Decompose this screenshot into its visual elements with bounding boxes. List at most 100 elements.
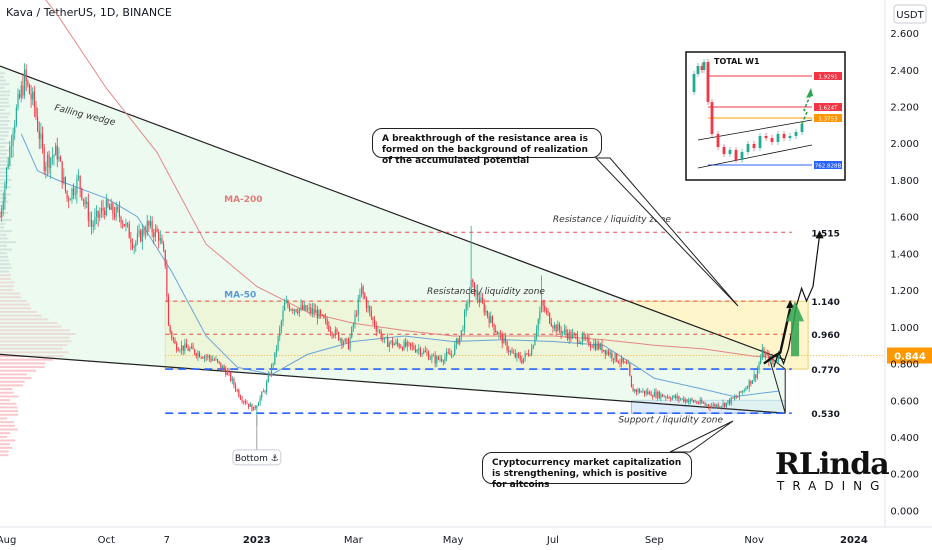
candle-down — [369, 306, 370, 311]
candle-down — [371, 311, 372, 318]
candle-down — [624, 362, 625, 363]
candle-up — [350, 338, 351, 350]
candle-down — [330, 331, 331, 332]
candle-up — [685, 400, 686, 402]
candle-down — [22, 86, 23, 96]
candle-up — [21, 86, 22, 98]
candle-up — [294, 309, 295, 311]
volume-profile-bar — [0, 377, 32, 379]
candle-down — [425, 351, 426, 352]
candle-down — [84, 201, 85, 204]
candle-down — [420, 349, 421, 355]
candle-down — [408, 342, 409, 343]
candle-up — [138, 231, 139, 234]
candle-up — [394, 344, 395, 345]
candle-down — [109, 206, 110, 209]
candle-down — [60, 157, 61, 161]
candle-down — [220, 363, 221, 368]
candle-up — [700, 400, 701, 403]
candle-up — [641, 392, 642, 393]
volume-profile-bar — [0, 373, 27, 375]
candle-up — [263, 391, 264, 392]
candle-up — [343, 342, 344, 344]
candle-up — [582, 335, 583, 342]
candle-up — [181, 345, 182, 350]
candle-down — [520, 356, 521, 360]
candle-up — [722, 403, 723, 406]
candle-down — [120, 217, 121, 223]
candle-up — [258, 403, 259, 406]
candle-up — [688, 401, 689, 402]
candle-up — [673, 396, 674, 398]
candle-up — [436, 357, 437, 364]
candle-down — [112, 203, 113, 213]
candle-down — [704, 403, 705, 404]
candle-up — [212, 360, 213, 361]
candle-down — [124, 224, 125, 226]
candle-up — [358, 299, 359, 315]
candle-up — [286, 302, 287, 303]
candle-up — [276, 349, 277, 352]
candle-up — [734, 397, 735, 398]
candle-down — [237, 390, 238, 391]
candle-down — [678, 396, 679, 399]
candle-down — [507, 341, 508, 350]
candle-up — [510, 351, 511, 352]
candle-up — [318, 311, 319, 319]
candle-down — [633, 387, 634, 391]
candle-down — [449, 353, 450, 355]
candle-down — [166, 266, 167, 296]
inset-candle — [735, 150, 738, 160]
candle-down — [44, 147, 45, 170]
candle-up — [134, 247, 135, 248]
candle-down — [484, 303, 485, 313]
candle-down — [379, 331, 380, 332]
time-tick-label: Mar — [344, 535, 364, 546]
candle-up — [439, 359, 440, 360]
candle-down — [88, 202, 89, 221]
candle-up — [453, 355, 454, 356]
volume-profile-bar — [0, 432, 10, 434]
candle-up — [309, 308, 310, 309]
candle-up — [8, 165, 9, 168]
candle-up — [539, 311, 540, 319]
volume-profile-bar — [0, 439, 15, 441]
inset-candle — [753, 144, 756, 148]
candle-up — [525, 353, 526, 358]
volume-profile-bar — [0, 392, 13, 394]
inset-candle — [741, 152, 744, 160]
inset-candle — [801, 124, 804, 132]
candle-up — [351, 327, 352, 337]
candle-down — [171, 332, 172, 338]
candle-down — [651, 392, 652, 396]
rlinda-logo: RLinda TRADING — [775, 447, 885, 497]
candle-up — [462, 329, 463, 330]
candle-down — [508, 350, 509, 351]
candle-up — [503, 338, 504, 344]
candle-down — [153, 232, 154, 237]
candle-down — [130, 238, 131, 243]
candle-down — [42, 134, 43, 148]
candle-up — [99, 213, 100, 217]
candle-up — [353, 324, 354, 327]
price-tick-label: 1.000 — [890, 323, 919, 334]
candle-down — [489, 316, 490, 323]
candle-up — [637, 389, 638, 392]
candle-up — [600, 344, 601, 349]
candle-down — [708, 404, 709, 406]
candle-down — [479, 298, 480, 302]
candle-up — [155, 229, 156, 237]
volume-profile-bar — [0, 366, 45, 368]
candle-up — [706, 404, 707, 405]
candle-down — [623, 358, 624, 362]
candle-up — [454, 345, 455, 355]
inset-candle — [697, 66, 700, 74]
candle-up — [580, 342, 581, 343]
candle-down — [104, 211, 105, 215]
candle-down — [168, 297, 169, 326]
price-tick-label: 1.400 — [890, 249, 919, 260]
candle-up — [150, 221, 151, 226]
candle-down — [206, 357, 207, 358]
candle-up — [135, 242, 136, 246]
candle-up — [461, 330, 462, 336]
